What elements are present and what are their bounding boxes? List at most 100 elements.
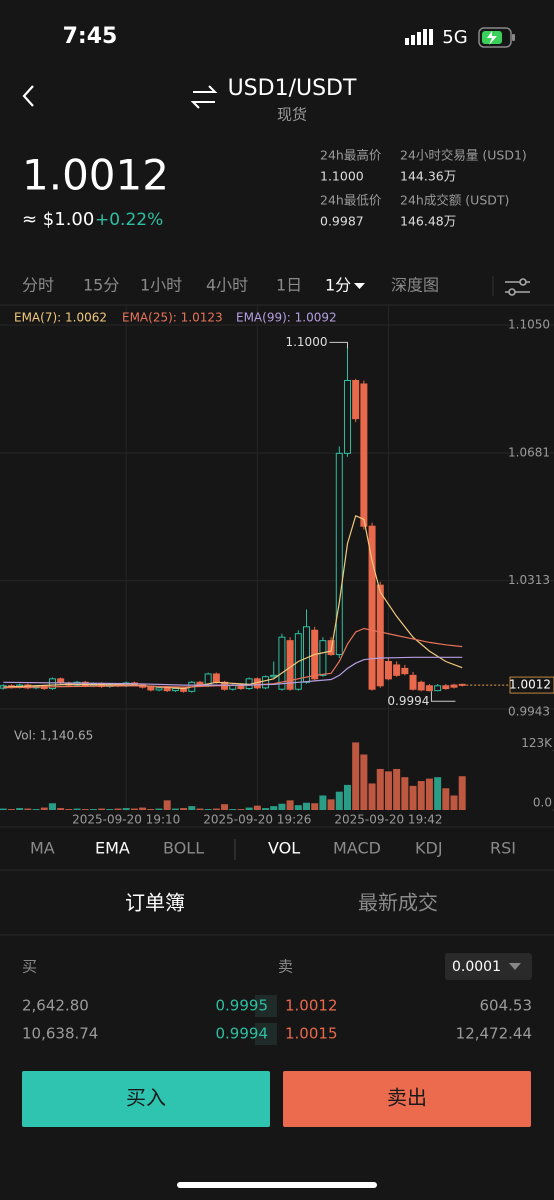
candle-body (163, 687, 171, 692)
volume-bar (188, 806, 196, 810)
interval-tab[interactable]: 1小时 (140, 276, 182, 295)
interval-tab[interactable]: 4小时 (206, 276, 248, 295)
candle-body (458, 683, 466, 686)
buy-label[interactable]: 买入 (126, 1086, 166, 1110)
stat-value: 146.48万 (400, 214, 456, 229)
volume-bar (32, 809, 40, 810)
stat-label: 24h最低价 (320, 193, 382, 208)
volume-bar (212, 808, 220, 810)
volume-bar (270, 806, 278, 810)
volume-bar (122, 808, 130, 810)
volume-bar (7, 809, 15, 810)
stat-value: 144.36万 (400, 169, 456, 184)
candle-body (286, 640, 294, 690)
ema-line (3, 627, 463, 689)
back-button[interactable] (22, 85, 34, 107)
clock: 7:45 (63, 24, 118, 49)
volume-bar (16, 808, 24, 810)
interval-tab[interactable]: 深度图 (391, 276, 439, 295)
bid-quantity: 10,638.74 (22, 1025, 98, 1043)
ema-legend: EMA(99): 1.0092 (236, 311, 337, 325)
order-tab[interactable]: 订单簿 (125, 891, 185, 915)
volume-bar (57, 808, 65, 810)
volume-bar (409, 785, 417, 810)
candle-body (352, 380, 360, 420)
volume-bar (425, 778, 433, 810)
volume-bar (204, 809, 212, 810)
volume-bar (0, 808, 7, 810)
dropdown-arrow[interactable] (509, 963, 521, 970)
swap-icon[interactable] (190, 85, 218, 109)
y-tick-label: 1.1050 (508, 318, 550, 332)
ask-price: 1.0015 (285, 1025, 338, 1043)
market-type: 现货 (277, 106, 307, 124)
volume-bar (73, 808, 81, 810)
volume-bar (114, 808, 122, 810)
candle-body (450, 684, 458, 688)
indicator-tab[interactable]: MACD (333, 839, 381, 858)
candle-body (368, 525, 376, 690)
volume-bar (89, 809, 97, 810)
interval-tab[interactable]: 1日 (276, 276, 302, 295)
sell-button[interactable] (283, 1071, 531, 1127)
volume-bar (40, 807, 48, 810)
x-tick-label: 2025-09-20 19:26 (203, 813, 311, 827)
indicator-tab[interactable]: KDJ (415, 839, 443, 858)
volume-bar (335, 791, 343, 810)
indicator-tab[interactable]: BOLL (163, 839, 204, 858)
volume-bar (196, 808, 204, 810)
volume-bar (360, 754, 368, 810)
precision-value[interactable]: 0.0001 (452, 959, 501, 975)
volume-bar (393, 768, 401, 810)
indicator-tab[interactable]: MA (30, 839, 55, 858)
volume-bar (147, 809, 155, 810)
indicator-tab[interactable]: VOL (268, 839, 300, 858)
battery (478, 27, 515, 48)
sell-label[interactable]: 卖出 (387, 1086, 427, 1110)
indicator-tab[interactable]: RSI (490, 839, 516, 858)
volume-bar (442, 788, 450, 810)
candle-body (442, 685, 450, 690)
candle-body (212, 673, 220, 683)
volume-bar (311, 803, 319, 810)
interval-tab[interactable]: 1分 (325, 276, 351, 295)
volume-bar (106, 809, 114, 810)
candle-body (360, 383, 368, 527)
chart-settings[interactable] (505, 278, 530, 296)
min-marker-line (430, 691, 456, 702)
signal (405, 29, 433, 45)
volume-bar (327, 799, 335, 810)
volume-bar (417, 781, 425, 810)
interval-tab[interactable]: 分时 (22, 276, 54, 295)
volume-bar (286, 800, 294, 810)
volume-bar (24, 808, 32, 810)
candle-body (171, 688, 179, 692)
buy-button[interactable] (22, 1071, 270, 1127)
volume-bar (434, 777, 442, 810)
network: 5G (442, 27, 467, 48)
candle-body (384, 660, 392, 680)
precision-dropdown[interactable] (445, 953, 532, 980)
bid-header: 买 (22, 958, 37, 976)
tab-arrow[interactable] (354, 283, 365, 289)
x-tick-label: 2025-09-20 19:42 (334, 813, 442, 827)
candle-body (48, 678, 56, 690)
candle-body (303, 626, 311, 683)
y-tick-label: 1.0313 (508, 573, 550, 587)
volume-bar (376, 768, 384, 810)
volume-tick-label: 123K (521, 736, 553, 750)
volume-tick-label: 0.0 (533, 796, 552, 810)
indicator-tab[interactable]: EMA (95, 839, 130, 858)
stat-value: 1.1000 (320, 169, 364, 184)
volume-bar (253, 805, 261, 810)
home-indicator (177, 1182, 377, 1188)
volume-bar (458, 776, 466, 810)
volume-bar (130, 808, 138, 810)
stat-value: 0.9987 (320, 214, 364, 229)
ema-line (3, 656, 463, 686)
candle-body (319, 640, 327, 676)
volume-bar (163, 800, 171, 810)
interval-tab[interactable]: 15分 (83, 276, 119, 295)
order-tab[interactable]: 最新成交 (358, 891, 438, 915)
